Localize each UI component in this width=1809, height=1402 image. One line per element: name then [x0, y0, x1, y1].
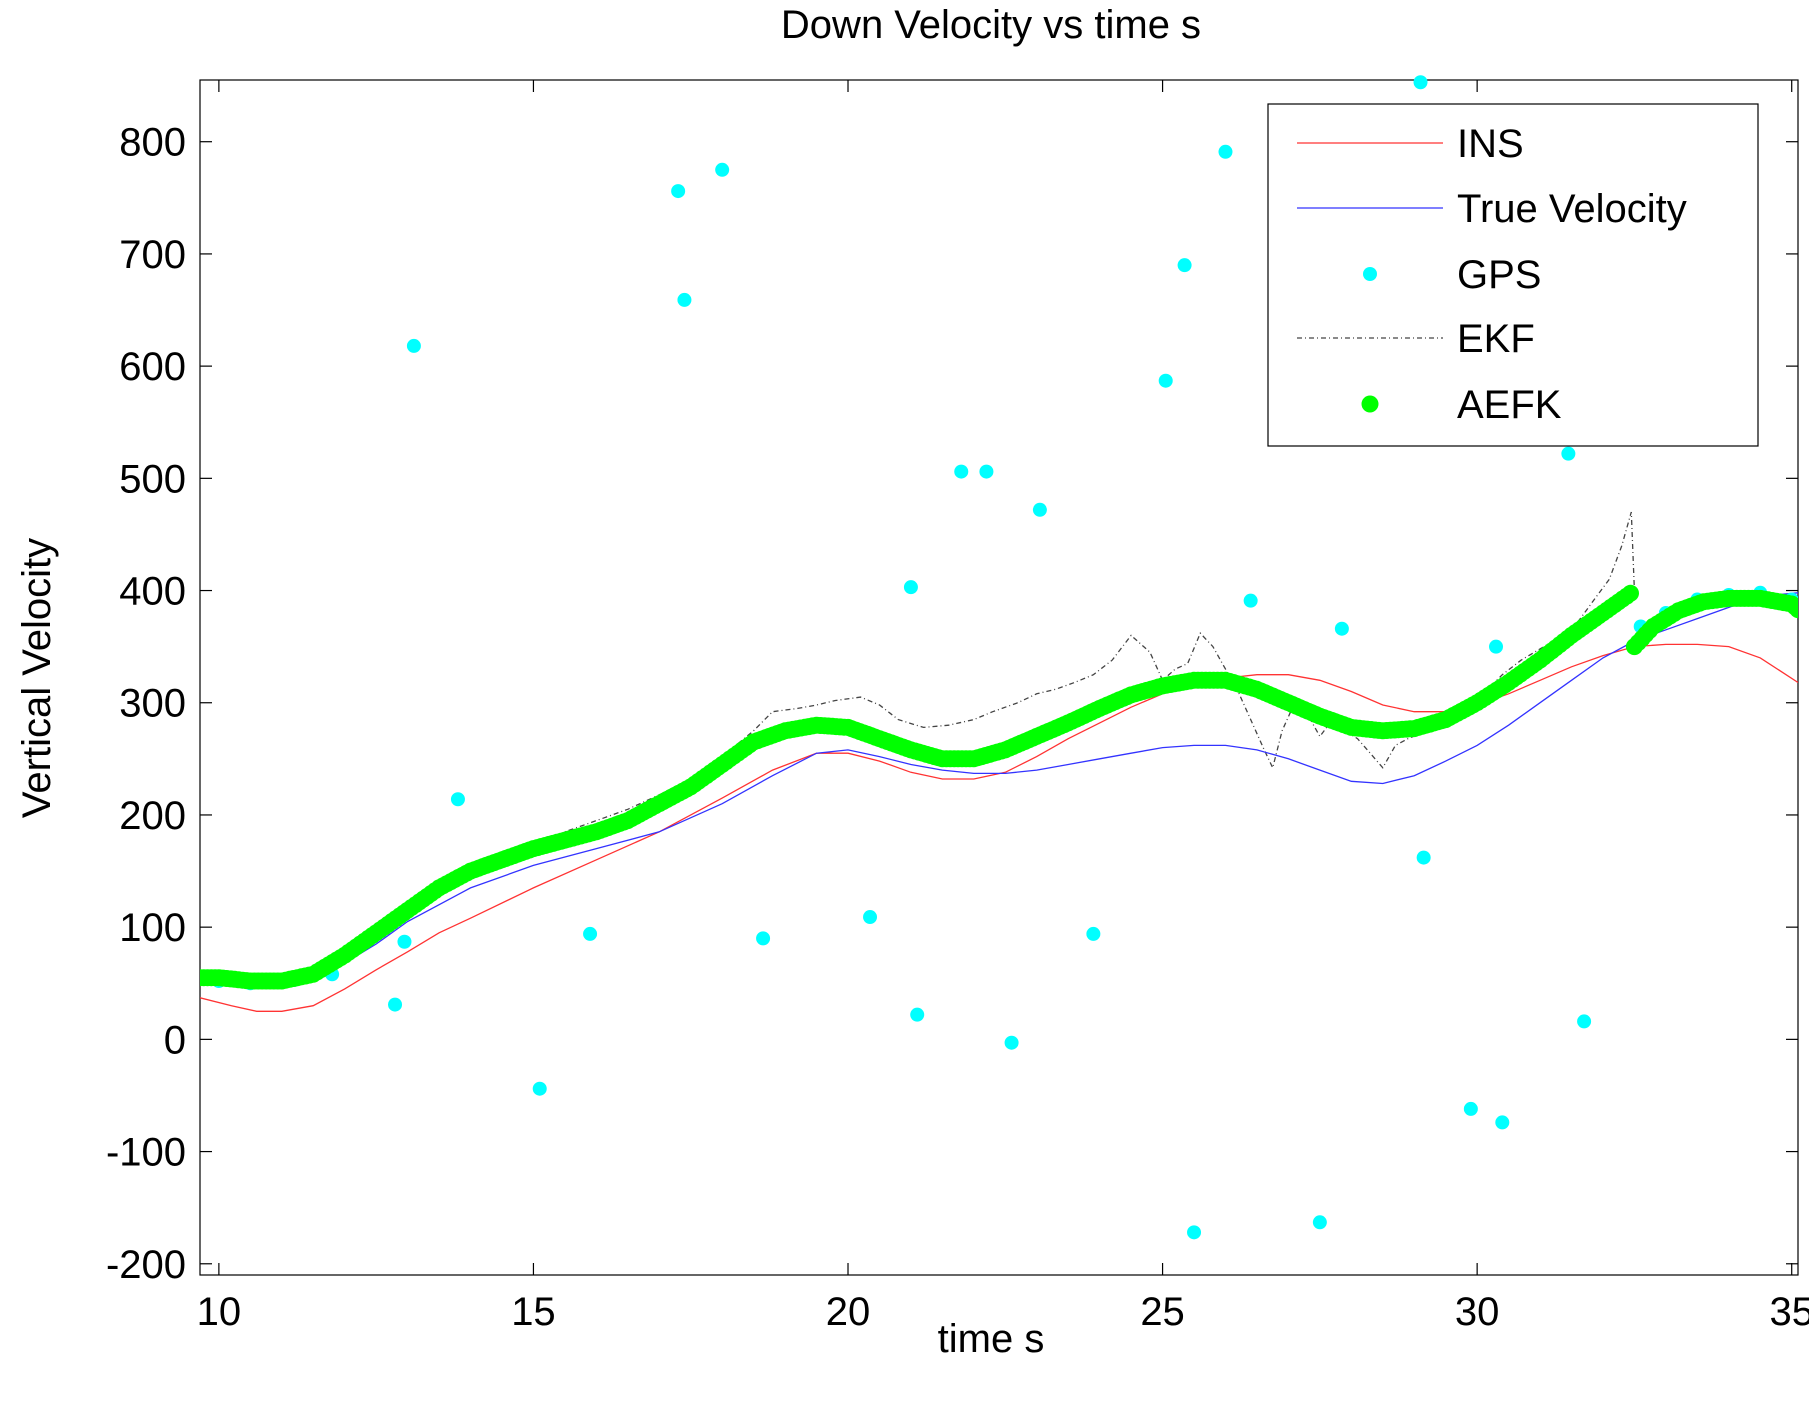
series-ekf-line	[200, 511, 1636, 982]
y-tick-label: 600	[119, 345, 186, 389]
y-tick-label: 500	[119, 457, 186, 501]
aefk-point	[1622, 584, 1639, 602]
y-tick-label: 400	[119, 570, 186, 614]
gps-point	[1312, 1215, 1327, 1230]
legend-box	[1267, 103, 1759, 447]
legend-label: INS	[1457, 122, 1524, 166]
gps-point	[1489, 639, 1504, 654]
y-tick-label: 800	[119, 121, 186, 165]
y-axis-label: Vertical Velocity	[15, 538, 59, 818]
gps-point	[388, 997, 403, 1012]
gps-point	[1218, 144, 1233, 159]
y-tick-label: 700	[119, 233, 186, 277]
x-tick-label: 20	[826, 1290, 871, 1334]
gps-point	[979, 464, 994, 479]
plot-series	[200, 75, 1798, 1240]
series-ins-line	[200, 643, 1798, 1012]
gps-point	[397, 934, 412, 949]
y-tick-label: -200	[106, 1243, 186, 1287]
x-tick-label: 15	[511, 1290, 556, 1334]
legend-label: GPS	[1457, 253, 1541, 297]
gps-point	[756, 931, 771, 946]
series-true-velocity-line	[200, 592, 1798, 984]
gps-point	[954, 464, 969, 479]
gps-point	[1177, 258, 1192, 273]
plot-clip-group	[200, 75, 1798, 1240]
legend-label: AEFK	[1457, 383, 1562, 427]
legend-label: EKF	[1457, 317, 1535, 361]
x-tick-label: 30	[1455, 1290, 1500, 1334]
gps-point	[1463, 1101, 1478, 1116]
gps-point	[1577, 1014, 1592, 1029]
gps-point	[406, 338, 421, 353]
y-tick-label: 0	[164, 1018, 186, 1062]
legend: INS True Velocity GPS EKF AEFK	[1267, 103, 1759, 447]
gps-point	[450, 792, 465, 807]
legend-swatch-marker	[1361, 395, 1379, 413]
gps-point	[715, 162, 730, 177]
plot-area-frame	[199, 79, 1799, 1276]
x-axis-label: time s	[938, 1317, 1045, 1361]
gps-point	[910, 1007, 925, 1022]
gps-point	[532, 1081, 547, 1096]
gps-point	[863, 910, 878, 925]
aefk-point	[1789, 601, 1798, 619]
gps-point	[1243, 593, 1258, 608]
gps-point	[1158, 373, 1173, 388]
y-tick-label: -100	[106, 1131, 186, 1175]
legend-label: True Velocity	[1457, 187, 1687, 231]
y-tick-label: 200	[119, 794, 186, 838]
gps-point	[1187, 1225, 1202, 1240]
gps-point	[1032, 502, 1047, 517]
y-tick-label: 100	[119, 906, 186, 950]
legend-swatch-marker	[1363, 267, 1377, 281]
gps-point	[1413, 75, 1428, 90]
gps-point	[1561, 446, 1576, 461]
gps-point	[1416, 850, 1431, 865]
x-tick-label: 35	[1769, 1290, 1809, 1334]
gps-point	[671, 184, 686, 199]
series-aefk	[200, 584, 1798, 990]
axis-ticks: 10 15 20 25 30 35 -200 -100 0 100 200 300 400 500 600 7…	[106, 80, 1809, 1334]
y-tick-label: 300	[119, 682, 186, 726]
x-tick-label: 10	[197, 1290, 242, 1334]
chart-title: Down Velocity vs time s	[781, 3, 1201, 47]
gps-point	[903, 580, 918, 595]
gps-point	[583, 926, 598, 941]
gps-point	[1334, 621, 1349, 636]
gps-point	[1086, 926, 1101, 941]
gps-point	[677, 292, 692, 307]
x-tick-label: 25	[1140, 1290, 1185, 1334]
gps-point	[1495, 1115, 1510, 1130]
gps-point	[1004, 1035, 1019, 1050]
